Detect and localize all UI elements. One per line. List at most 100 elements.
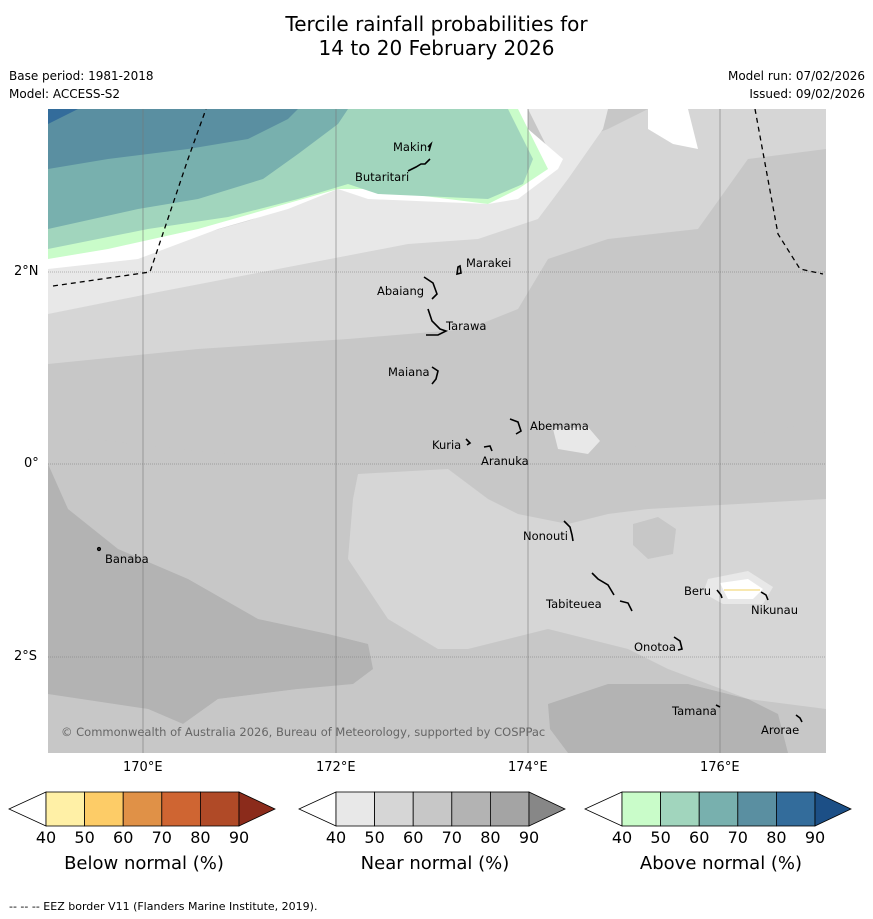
colorbar-below-tick: 90 [228, 828, 250, 847]
island-butaritari [407, 158, 431, 172]
field-near-50-south [348, 469, 826, 709]
colorbar-above-tick: 90 [804, 828, 826, 847]
meta-left: Base period: 1981-2018 Model: ACCESS-S2 [9, 67, 154, 103]
colorbar-below-swatch-2 [84, 791, 124, 827]
patch-near-40 [553, 427, 600, 454]
colorbar-below-swatch-4 [161, 791, 201, 827]
colorbar-above-min-arrow [584, 791, 623, 827]
lon-label-176e: 176°E [700, 760, 740, 775]
model-name: Model: ACCESS-S2 [9, 87, 121, 101]
colorbar-near-tick: 70 [441, 828, 462, 847]
colorbar-below-tick: 70 [151, 828, 172, 847]
islands [96, 141, 803, 723]
meta-right: Model run: 07/02/2026 Issued: 09/02/2026 [728, 67, 865, 103]
label-makin: Makin [393, 140, 427, 154]
colorbar-above-tick: 40 [611, 828, 633, 847]
patch-white-north [648, 109, 698, 149]
island-nikunau [760, 591, 769, 601]
colorbar-near-tick: 90 [518, 828, 540, 847]
colorbar-above-tick: 70 [727, 828, 748, 847]
island-makin [427, 141, 433, 152]
copyright-notice: © Commonwealth of Australia 2026, Bureau… [61, 725, 545, 739]
colorbar-above-swatch-4 [737, 791, 777, 827]
island-aranuka [483, 445, 493, 452]
island-onotoa [673, 636, 683, 651]
colorbar-near-tick: 80 [480, 828, 501, 847]
colorbar-above-swatch-1 [621, 791, 661, 827]
colorbar-below-swatch-3 [122, 791, 163, 827]
island-tabiteuea-south [619, 600, 633, 612]
field-above-80 [48, 109, 78, 124]
title-line-1: Tercile rainfall probabilities for [285, 12, 588, 36]
colorbar-below-tick: 40 [35, 828, 57, 847]
colorbar-above-swatch-2 [660, 791, 700, 827]
colorbar-below-tick: 60 [113, 828, 134, 847]
label-abaiang: Abaiang [377, 284, 424, 298]
label-tabiteuea: Tabiteuea [545, 597, 602, 611]
colorbar-near-min-arrow [298, 791, 337, 827]
label-tarawa: Tarawa [445, 319, 486, 333]
colorbar-below-min-arrow [8, 791, 47, 827]
map-panel: Makin Butaritari Marakei Abaiang Tarawa … [48, 109, 826, 753]
colorbar-above-swatch-5 [775, 791, 816, 827]
eez-border-east [754, 109, 824, 275]
label-beru: Beru [684, 584, 711, 598]
label-aranuka: Aranuka [481, 454, 529, 468]
lon-label-172e: 172°E [316, 760, 356, 775]
island-tabiteuea-north [591, 572, 615, 596]
island-banaba [96, 546, 102, 552]
island-arorae [795, 714, 803, 723]
colorbar-near-tick: 40 [325, 828, 347, 847]
label-onotoa: Onotoa [634, 640, 676, 654]
island-tarawa [426, 308, 449, 336]
colorbar-below-tick: 80 [190, 828, 211, 847]
base-period: Base period: 1981-2018 [9, 69, 154, 83]
colorbar-near-swatch-1 [335, 791, 375, 827]
patch-beru-white [720, 579, 763, 599]
colorbar-near-max-arrow [528, 791, 566, 827]
colorbar-near-swatch-3 [412, 791, 453, 827]
island-kuria [465, 438, 472, 446]
label-butaritari: Butaritari [355, 170, 409, 184]
colorbar-above-tick: 50 [650, 828, 671, 847]
field-above-70 [48, 109, 298, 169]
label-tamana: Tamana [671, 704, 717, 718]
footer-note: -- -- -- EEZ border V11 (Flanders Marine… [9, 900, 318, 913]
title-line-2: 14 to 20 February 2026 [318, 36, 555, 60]
lon-label-170e: 170°E [123, 760, 163, 775]
colorbar-below-tick: 50 [74, 828, 95, 847]
island-beru [716, 589, 723, 599]
label-marakei: Marakei [466, 256, 511, 270]
colorbar-near-swatch-2 [374, 791, 414, 827]
island-tamana [715, 704, 721, 708]
model-run: Model run: 07/02/2026 [727, 69, 865, 83]
field-near-70-west [48, 464, 373, 724]
colorbar-below-max-arrow [238, 791, 276, 827]
colorbar-above-swatch-3 [698, 791, 739, 827]
lat-label-2n: 2°N [14, 264, 39, 279]
island-maiana [431, 366, 439, 385]
island-abaiang [423, 276, 438, 300]
issued-date: Issued: 09/02/2026 [749, 87, 865, 101]
label-arorae: Arorae [761, 723, 799, 737]
chart-title: Tercile rainfall probabilities for 14 to… [0, 12, 873, 60]
label-banaba: Banaba [105, 552, 149, 566]
field-near-70-southeast [548, 684, 788, 753]
gridlines [48, 109, 826, 753]
lat-label-0: 0° [24, 456, 39, 471]
colorbar-near-label: Near normal (%) [360, 853, 510, 874]
colorbar-near-swatch-4 [451, 791, 491, 827]
colorbar-near-tick: 60 [403, 828, 424, 847]
island-marakei [456, 264, 462, 276]
island-nonouti [563, 520, 574, 542]
colorbar-below-swatch-5 [199, 791, 240, 827]
label-kuria: Kuria [432, 438, 461, 452]
island-abemama [509, 418, 522, 435]
patch-near-60 [633, 517, 676, 559]
field-near-40-north [48, 109, 608, 314]
label-abemama: Abemama [530, 419, 589, 433]
colorbar-above-tick: 60 [689, 828, 710, 847]
colorbar-above-tick: 80 [766, 828, 787, 847]
colorbar-above-normal [584, 791, 852, 827]
label-maiana: Maiana [388, 365, 430, 379]
